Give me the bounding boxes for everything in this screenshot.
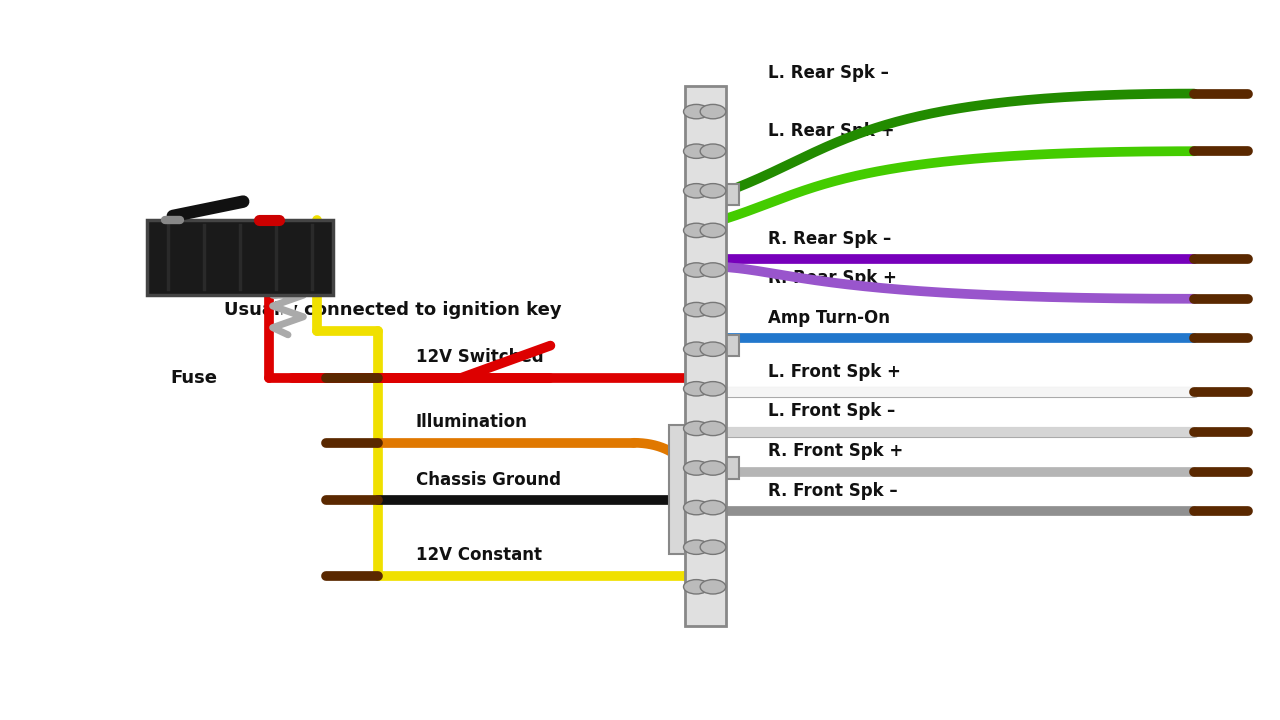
Text: R. Rear Spk +: R. Rear Spk +: [768, 269, 897, 287]
Circle shape: [700, 184, 726, 198]
FancyBboxPatch shape: [726, 457, 739, 479]
Circle shape: [684, 500, 709, 515]
Circle shape: [700, 382, 726, 396]
Text: L. Rear Spk +: L. Rear Spk +: [768, 122, 895, 140]
FancyBboxPatch shape: [685, 86, 726, 626]
Text: R. Front Spk –: R. Front Spk –: [768, 482, 897, 500]
Text: R. Rear Spk –: R. Rear Spk –: [768, 230, 891, 248]
Circle shape: [700, 263, 726, 277]
Circle shape: [700, 461, 726, 475]
Circle shape: [700, 302, 726, 317]
Text: L. Front Spk –: L. Front Spk –: [768, 402, 895, 420]
Circle shape: [684, 263, 709, 277]
Circle shape: [684, 302, 709, 317]
Circle shape: [700, 540, 726, 554]
Circle shape: [684, 144, 709, 158]
Circle shape: [684, 421, 709, 436]
Circle shape: [700, 104, 726, 119]
Text: Chassis Ground: Chassis Ground: [416, 471, 561, 489]
Text: 12V Constant: 12V Constant: [416, 546, 541, 564]
Text: L. Rear Spk –: L. Rear Spk –: [768, 64, 888, 82]
FancyBboxPatch shape: [669, 425, 685, 554]
Text: L. Front Spk +: L. Front Spk +: [768, 363, 901, 381]
Circle shape: [700, 144, 726, 158]
Circle shape: [684, 223, 709, 238]
Text: Amp Turn-On: Amp Turn-On: [768, 309, 890, 327]
Circle shape: [684, 342, 709, 356]
Circle shape: [684, 540, 709, 554]
Text: Illumination: Illumination: [416, 413, 527, 431]
Circle shape: [700, 342, 726, 356]
Circle shape: [700, 580, 726, 594]
FancyBboxPatch shape: [726, 184, 739, 205]
Text: Usually connected to ignition key: Usually connected to ignition key: [224, 301, 562, 319]
Text: Fuse: Fuse: [170, 369, 218, 387]
Circle shape: [684, 184, 709, 198]
FancyBboxPatch shape: [726, 335, 739, 356]
Circle shape: [684, 104, 709, 119]
Text: 12V Switched: 12V Switched: [416, 348, 544, 366]
Text: R. Front Spk +: R. Front Spk +: [768, 442, 904, 460]
Circle shape: [684, 461, 709, 475]
Circle shape: [684, 580, 709, 594]
Circle shape: [700, 421, 726, 436]
FancyBboxPatch shape: [147, 220, 333, 295]
Circle shape: [700, 223, 726, 238]
Circle shape: [700, 500, 726, 515]
Circle shape: [684, 382, 709, 396]
